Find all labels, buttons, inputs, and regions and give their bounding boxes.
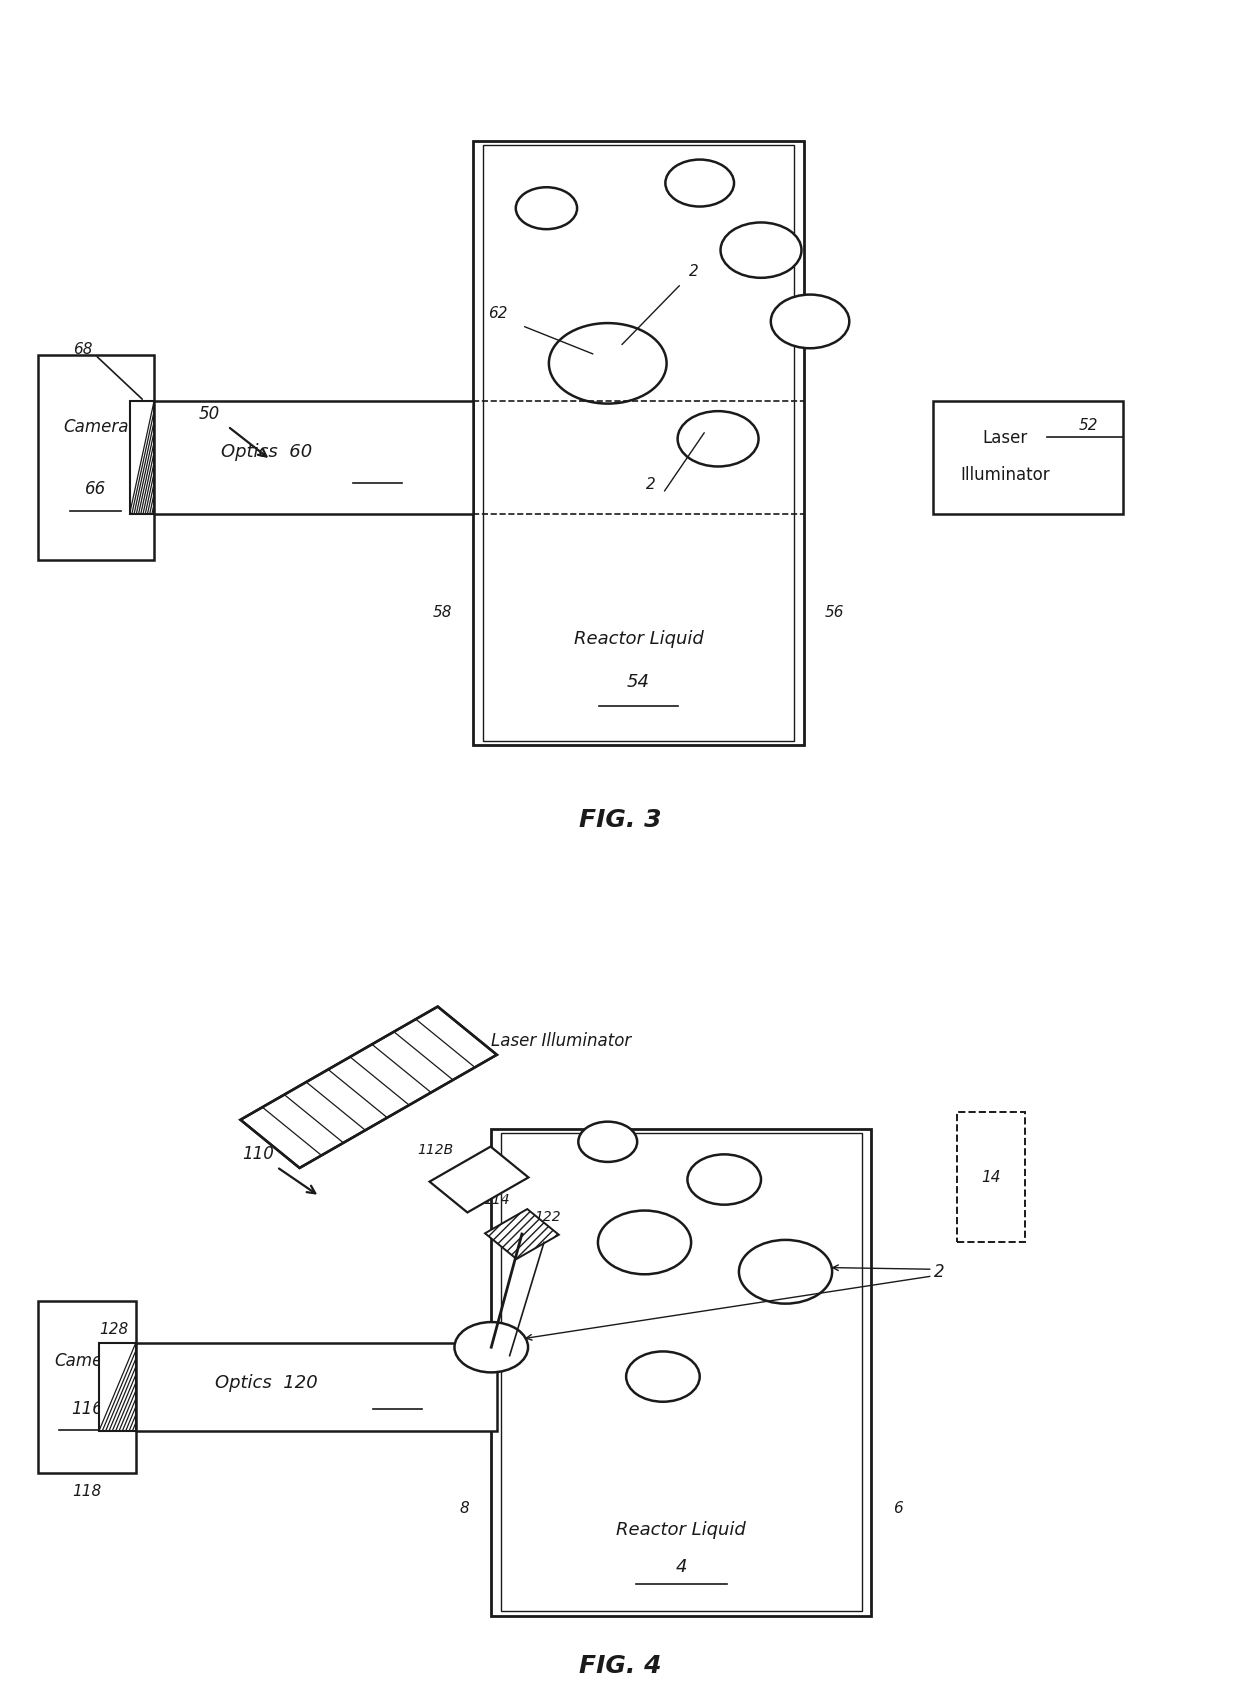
Text: 58: 58 (433, 604, 451, 620)
Text: 4: 4 (676, 1559, 687, 1576)
Bar (99, 1343, 497, 1431)
Text: Camera: Camera (63, 418, 129, 436)
Text: 116: 116 (71, 1401, 103, 1418)
Bar (129, 401, 154, 514)
Text: FIG. 4: FIG. 4 (579, 1654, 661, 1678)
Text: 14: 14 (981, 1170, 1001, 1185)
Bar (129, 401, 472, 514)
Circle shape (771, 294, 849, 348)
Text: Laser Illuminator: Laser Illuminator (491, 1032, 631, 1049)
Polygon shape (241, 1007, 497, 1168)
Circle shape (455, 1323, 528, 1372)
Text: Reactor Liquid: Reactor Liquid (574, 630, 703, 649)
Text: 6: 6 (894, 1501, 903, 1516)
Bar (491, 1129, 872, 1615)
Text: Optics  120: Optics 120 (215, 1374, 317, 1392)
Text: Camera: Camera (53, 1352, 119, 1370)
Bar (37, 1301, 135, 1474)
Circle shape (516, 187, 577, 229)
Text: 128: 128 (99, 1323, 128, 1338)
Text: 56: 56 (825, 604, 844, 620)
Text: 2: 2 (934, 1263, 944, 1280)
Text: 68: 68 (73, 341, 93, 357)
Text: 52: 52 (1079, 418, 1099, 433)
Circle shape (598, 1211, 691, 1274)
Text: 8: 8 (459, 1501, 469, 1516)
Text: FIG. 3: FIG. 3 (579, 808, 661, 832)
Bar (957, 1112, 1024, 1243)
Text: 62: 62 (487, 306, 507, 321)
Bar (932, 401, 1122, 514)
Bar (99, 1343, 135, 1431)
Text: 122: 122 (534, 1211, 560, 1224)
Text: Reactor Liquid: Reactor Liquid (616, 1521, 746, 1540)
Text: 2: 2 (646, 477, 656, 492)
Circle shape (549, 323, 667, 404)
Text: 112B: 112B (418, 1143, 454, 1156)
Text: 114: 114 (484, 1194, 510, 1207)
Text: 110: 110 (242, 1146, 274, 1163)
Bar (472, 141, 804, 745)
Circle shape (687, 1155, 761, 1204)
Polygon shape (485, 1209, 559, 1258)
Text: 112C: 112C (320, 1122, 356, 1136)
Circle shape (677, 411, 759, 467)
Text: 112: 112 (401, 1034, 430, 1049)
Text: Optics  60: Optics 60 (221, 443, 312, 462)
Bar (482, 146, 794, 740)
Circle shape (578, 1122, 637, 1161)
Text: 66: 66 (86, 479, 107, 498)
Bar (37, 355, 154, 560)
Text: 112A: 112A (424, 1060, 460, 1073)
Text: 54: 54 (627, 672, 650, 691)
Circle shape (739, 1240, 832, 1304)
Circle shape (666, 160, 734, 207)
Bar (501, 1133, 862, 1611)
Circle shape (626, 1352, 699, 1403)
Text: Laser: Laser (982, 430, 1028, 448)
Text: 118: 118 (72, 1484, 102, 1499)
Circle shape (720, 222, 801, 278)
Text: 2: 2 (688, 263, 698, 278)
Text: 50: 50 (198, 404, 219, 423)
Text: Illuminator: Illuminator (960, 465, 1050, 484)
Polygon shape (429, 1146, 528, 1212)
